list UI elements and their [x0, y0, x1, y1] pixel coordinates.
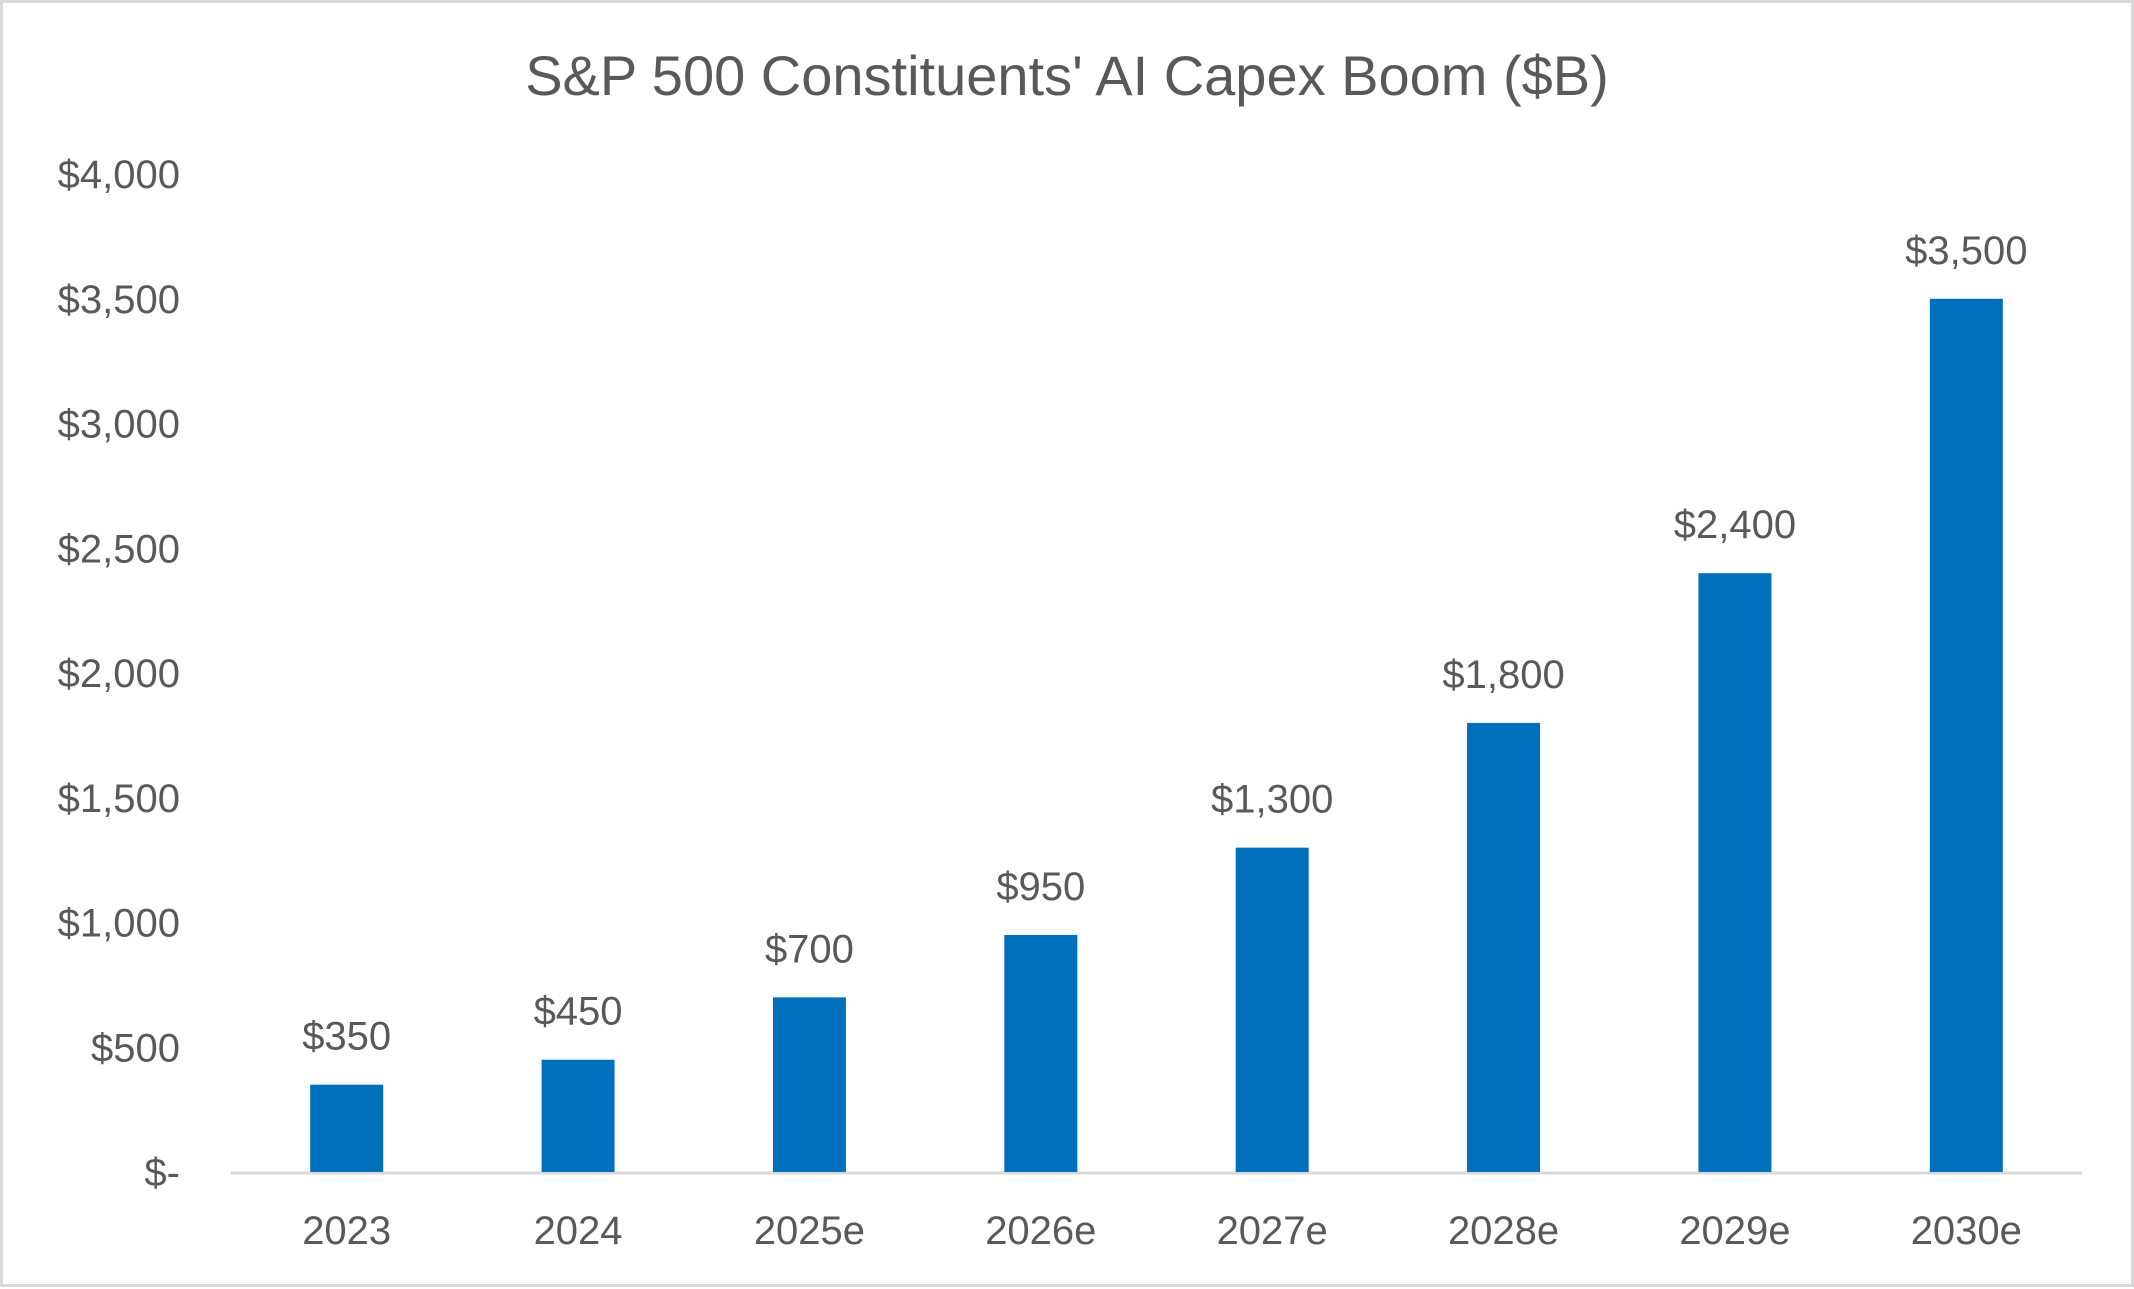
bar: [541, 1059, 615, 1172]
y-tick-label: $2,500: [58, 527, 180, 571]
data-label: $450: [534, 990, 623, 1034]
data-label: $2,400: [1674, 503, 1796, 547]
y-tick-label: $500: [91, 1026, 180, 1070]
x-tick-label: 2029e: [1679, 1209, 1790, 1253]
bar: [1235, 847, 1309, 1172]
x-tick-label: 2025e: [754, 1209, 865, 1253]
x-tick-label: 2027e: [1217, 1209, 1328, 1253]
data-label: $950: [996, 865, 1085, 909]
y-tick-label: $1,500: [58, 777, 180, 821]
x-tick-label: 2023: [302, 1209, 391, 1253]
data-label: $350: [302, 1015, 391, 1059]
bar: [1467, 722, 1541, 1172]
chart-title: S&P 500 Constituents' AI Capex Boom ($B): [525, 44, 1609, 107]
y-tick-label: $3,500: [58, 278, 180, 322]
x-tick-label: 2030e: [1911, 1209, 2022, 1253]
data-label: $1,800: [1442, 653, 1564, 697]
bar: [772, 997, 846, 1172]
y-tick-label: $3,000: [58, 403, 180, 447]
y-tick-label: $1,000: [58, 902, 180, 946]
bar-chart: S&P 500 Constituents' AI Capex Boom ($B)…: [58, 44, 2082, 1253]
bar: [1698, 573, 1772, 1172]
data-label: $700: [765, 927, 854, 971]
bar: [1004, 934, 1078, 1172]
data-label: $1,300: [1211, 778, 1333, 822]
bar: [310, 1084, 384, 1172]
x-tick-label: 2026e: [985, 1209, 1096, 1253]
x-tick-label: 2028e: [1448, 1209, 1559, 1253]
bar: [1929, 298, 2003, 1172]
y-tick-label: $4,000: [58, 153, 180, 197]
data-label: $3,500: [1905, 229, 2027, 273]
x-tick-label: 2024: [534, 1209, 623, 1253]
y-tick-label: $2,000: [58, 652, 180, 696]
y-tick-label: $-: [144, 1151, 180, 1195]
